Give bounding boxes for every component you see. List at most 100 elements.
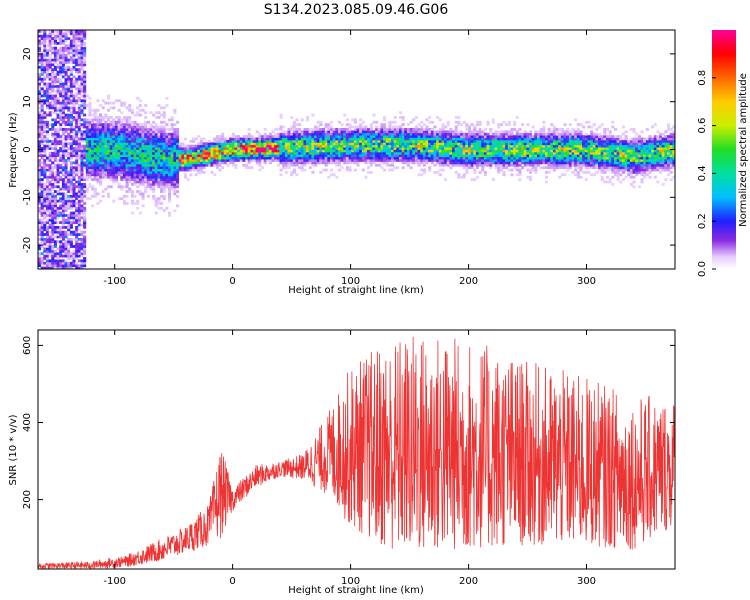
spectrogram-cell xyxy=(83,161,87,165)
spectrogram-cell xyxy=(194,147,198,150)
spectrogram-cell xyxy=(441,151,445,155)
spectrogram-cell xyxy=(282,135,286,138)
spectrogram-cell xyxy=(56,56,60,60)
spectrogram-cell xyxy=(51,192,55,196)
spectrogram-cell xyxy=(335,149,339,153)
spectrogram-cell xyxy=(72,187,76,191)
spectrogram-cell xyxy=(168,211,172,215)
spectrogram-cell xyxy=(337,149,341,153)
spectrogram-cell xyxy=(481,139,485,143)
spectrogram-cell xyxy=(571,144,575,148)
spectrogram-cell xyxy=(271,135,275,138)
spectrogram-cell xyxy=(61,120,65,124)
spectrogram-cell xyxy=(322,144,326,148)
spectrogram-cell xyxy=(43,130,47,134)
spectrogram-cell xyxy=(542,120,546,124)
spectrogram-cell xyxy=(526,156,530,160)
spectrogram-cell xyxy=(372,147,376,150)
spectrogram-cell xyxy=(478,147,482,150)
spectrogram-cell xyxy=(43,144,47,148)
spectrogram-cell xyxy=(574,161,578,165)
spectrogram-cell xyxy=(83,211,87,215)
spectrogram-cell xyxy=(85,159,89,162)
spectrogram-cell xyxy=(441,154,445,158)
spectrogram-cell xyxy=(48,32,52,36)
spectrogram-cell xyxy=(460,135,464,138)
spectrogram-cell xyxy=(234,144,238,148)
spectrogram-cell xyxy=(335,127,339,131)
spectrogram-cell xyxy=(497,156,501,160)
spectrogram-cell xyxy=(539,147,543,150)
spectrogram-cell xyxy=(417,173,421,177)
spectrogram-cell xyxy=(43,199,47,203)
spectrogram-cell xyxy=(391,139,395,143)
spectrogram-cell xyxy=(80,46,84,50)
spectrogram-cell xyxy=(412,147,416,150)
spectrogram-cell xyxy=(475,163,479,167)
spectrogram-cell xyxy=(59,30,63,33)
spectrogram-cell xyxy=(144,180,148,184)
spectrogram-cell xyxy=(327,135,331,138)
spectrogram-cell xyxy=(425,135,429,138)
spectrogram-cell xyxy=(263,161,267,165)
spectrogram-cell xyxy=(75,30,79,33)
spectrogram-cell xyxy=(101,156,105,160)
spectrogram-cell xyxy=(38,192,42,196)
spectrogram-cell xyxy=(266,149,270,153)
spectrogram-cell xyxy=(470,142,474,146)
spectrogram-cell xyxy=(497,147,501,150)
spectrogram-cell xyxy=(513,139,517,143)
spectrogram-cell xyxy=(314,135,318,138)
spectrogram-cell xyxy=(401,130,405,134)
spectrogram-cell xyxy=(176,151,180,155)
spectrogram-cell xyxy=(465,123,469,126)
spectrogram-cell xyxy=(430,120,434,124)
spectrogram-cell xyxy=(75,61,79,64)
spectrogram-cell xyxy=(229,159,233,162)
spectrogram-cell xyxy=(104,144,108,148)
spectrogram-cell xyxy=(560,142,564,146)
spectrogram-cell xyxy=(544,151,548,155)
spectrogram-cell xyxy=(152,147,156,150)
spectrogram-cell xyxy=(99,171,103,174)
spectrogram-cell xyxy=(61,46,65,50)
spectrogram-cell xyxy=(59,89,63,93)
spectrogram-cell xyxy=(149,161,153,165)
spectrogram-cell xyxy=(467,127,472,131)
spectrogram-cell xyxy=(136,144,140,148)
spectrogram-cell xyxy=(199,144,203,148)
spectrogram-cell xyxy=(555,159,559,162)
spectrogram-cell xyxy=(173,132,177,136)
spectrogram-cell xyxy=(56,142,60,146)
spectrogram-cell xyxy=(45,218,50,222)
spectrogram-cell xyxy=(359,151,363,155)
spectrogram-cell xyxy=(43,56,47,60)
spectrogram-cell xyxy=(462,135,466,138)
spectrogram-cell xyxy=(263,132,267,136)
spectrogram-cell xyxy=(96,159,100,162)
spectrogram-cell xyxy=(85,166,89,170)
spectrogram-cell xyxy=(542,127,546,131)
spectrogram-cell xyxy=(361,127,365,131)
spectrogram-cell xyxy=(61,182,65,186)
spectrogram-cell xyxy=(460,163,464,167)
spectrogram-cell xyxy=(510,147,514,150)
spectrogram-cell xyxy=(75,240,79,244)
spectrogram-cell xyxy=(40,137,44,141)
spectrogram-cell xyxy=(128,144,132,148)
spectrogram-cell xyxy=(380,154,384,158)
spectrogram-cell xyxy=(536,151,541,155)
spectrogram-cell xyxy=(38,56,42,60)
spectrogram-cell xyxy=(361,144,365,148)
spectrogram-cell xyxy=(122,168,126,172)
spectrogram-cell xyxy=(77,120,81,124)
spectrogram-cell xyxy=(83,156,87,160)
spectrogram-cell xyxy=(295,156,299,160)
spectrogram-cell xyxy=(210,147,214,150)
spectrogram-cell xyxy=(542,151,546,155)
spectrogram-cell xyxy=(146,159,150,162)
spectrogram-cell xyxy=(160,147,164,150)
spectrogram-cell xyxy=(173,173,177,177)
spectrogram-cell xyxy=(560,144,564,148)
spectrogram-cell xyxy=(348,161,352,165)
